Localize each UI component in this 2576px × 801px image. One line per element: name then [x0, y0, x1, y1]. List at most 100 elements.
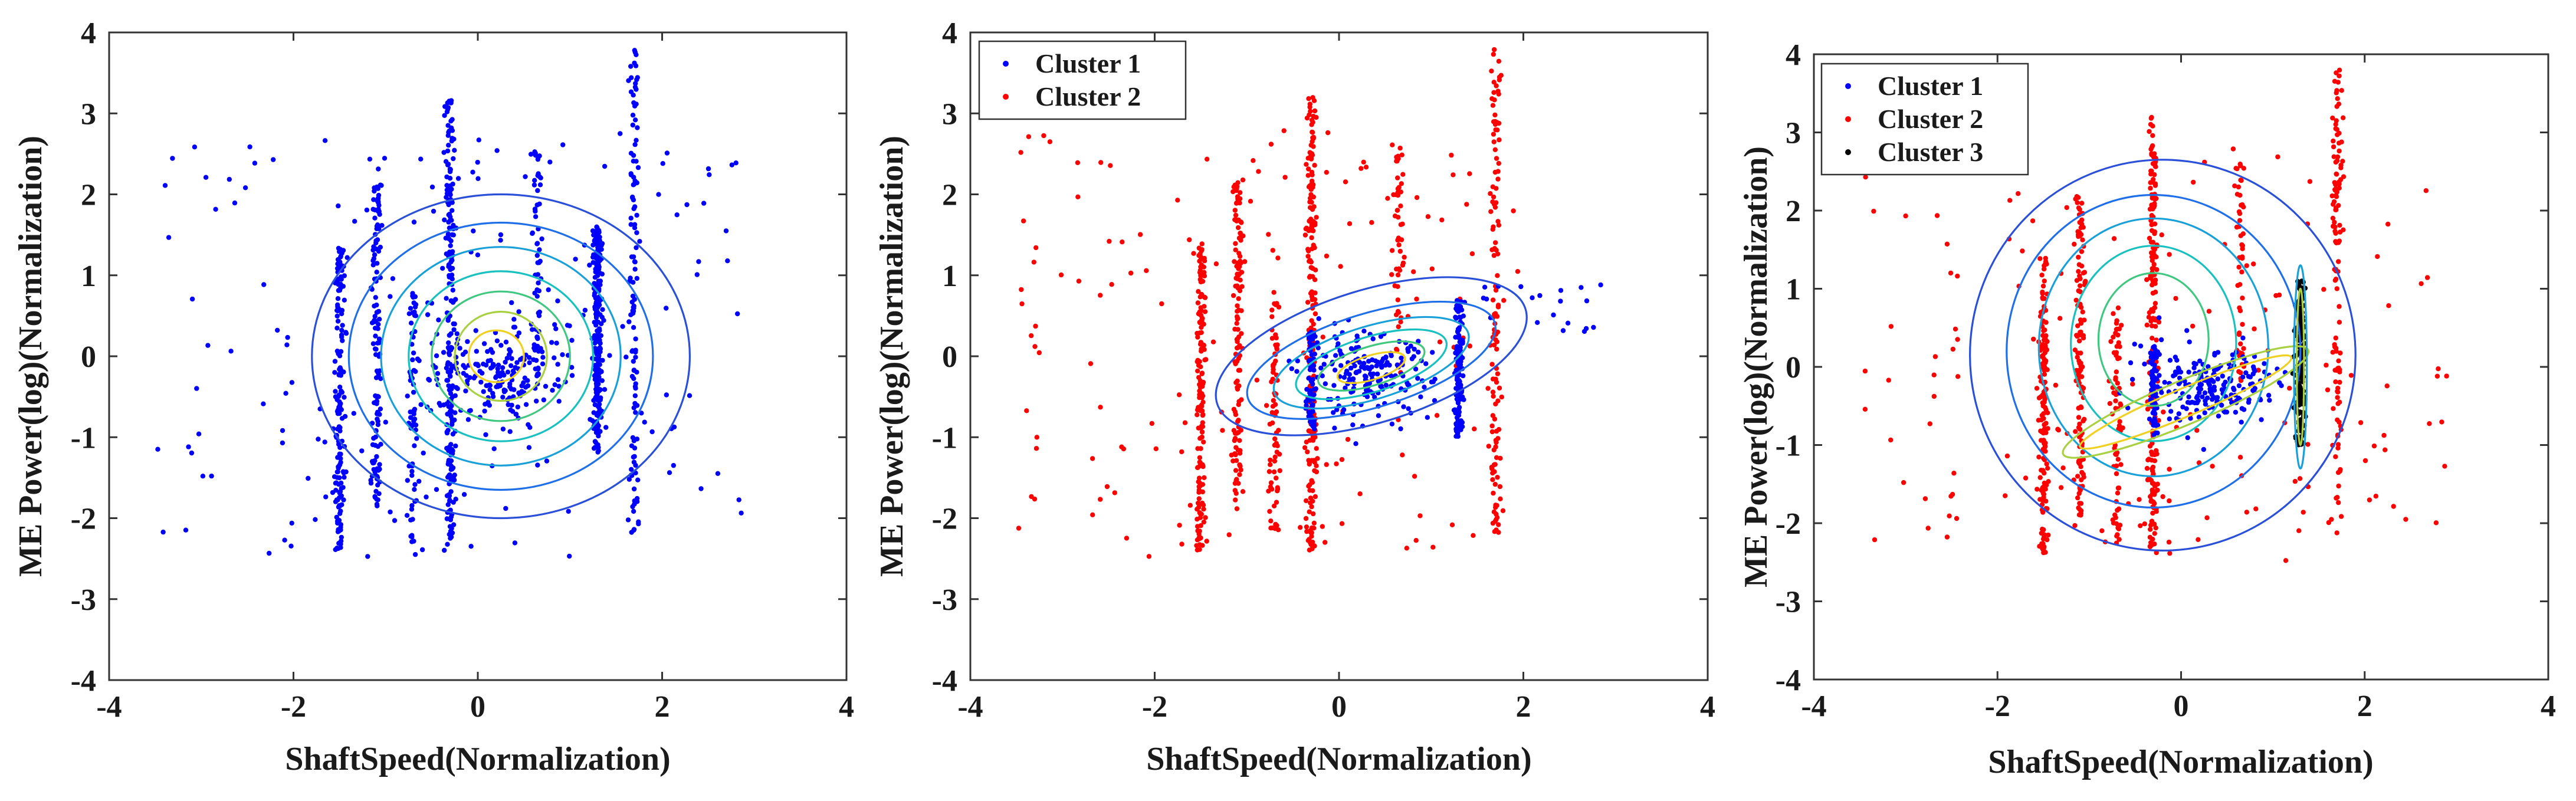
data-point-cluster-1 — [628, 171, 634, 176]
data-point-cluster-2 — [1199, 262, 1205, 268]
data-point-cluster-1 — [449, 419, 455, 425]
data-point-cluster-2 — [2338, 514, 2344, 519]
data-point-cluster-1 — [471, 375, 477, 381]
data-point-cluster-2 — [1179, 449, 1184, 455]
data-point-cluster-1 — [2240, 375, 2246, 380]
data-point-cluster-2 — [1195, 537, 1200, 543]
data-point-cluster-1 — [2186, 369, 2191, 375]
data-point-cluster-2 — [2079, 470, 2085, 475]
data-point-cluster-1 — [452, 147, 457, 153]
data-point-cluster-2 — [2007, 198, 2013, 203]
data-point-cluster-2 — [1398, 203, 1403, 209]
data-point-cluster-2 — [1394, 346, 1399, 352]
data-point-cluster-1 — [416, 358, 422, 363]
data-point-cluster-2 — [2336, 240, 2341, 245]
data-point-cluster-2 — [1490, 389, 1496, 395]
data-point-cluster-1 — [1430, 350, 1435, 355]
data-point-cluster-1 — [715, 471, 721, 476]
data-point-cluster-2 — [1275, 342, 1280, 347]
data-point-cluster-2 — [2334, 118, 2339, 123]
data-point-cluster-1 — [632, 222, 638, 227]
data-point-cluster-2 — [1491, 447, 1497, 452]
data-point-cluster-1 — [631, 508, 636, 514]
data-point-cluster-2 — [1397, 248, 1403, 254]
data-point-cluster-1 — [1537, 293, 1543, 298]
data-point-cluster-1 — [2132, 342, 2137, 347]
data-point-cluster-1 — [448, 390, 454, 396]
data-point-cluster-1 — [674, 212, 680, 218]
data-point-cluster-2 — [1235, 336, 1241, 342]
data-point-cluster-2 — [1309, 504, 1314, 510]
data-point-cluster-1 — [488, 365, 494, 371]
data-point-cluster-1 — [2195, 393, 2200, 399]
data-point-cluster-2 — [1901, 480, 1906, 485]
data-point-cluster-1 — [531, 182, 537, 188]
data-point-cluster-1 — [450, 383, 455, 389]
data-point-cluster-2 — [2150, 452, 2155, 457]
data-point-cluster-2 — [2079, 217, 2085, 222]
data-point-cluster-2 — [2240, 321, 2245, 327]
data-point-cluster-2 — [1934, 213, 1940, 218]
data-point-cluster-2 — [2152, 531, 2157, 536]
data-point-cluster-2 — [1268, 142, 1274, 147]
data-point-cluster-1 — [447, 99, 452, 104]
data-point-cluster-2 — [1197, 455, 1203, 461]
data-point-cluster-2 — [2079, 249, 2085, 254]
data-point-cluster-2 — [1274, 335, 1279, 341]
data-point-cluster-2 — [2148, 146, 2154, 152]
data-point-cluster-2 — [1309, 294, 1315, 299]
data-point-cluster-2 — [1270, 525, 1275, 531]
data-point-cluster-1 — [1455, 400, 1461, 406]
data-point-cluster-1 — [596, 258, 601, 264]
data-point-cluster-1 — [1312, 334, 1318, 339]
data-point-cluster-2 — [1493, 438, 1499, 443]
data-point-cluster-2 — [2436, 366, 2441, 372]
data-point-cluster-2 — [1236, 296, 1241, 301]
data-point-cluster-2 — [1238, 258, 1243, 264]
data-point-cluster-2 — [2030, 218, 2036, 224]
data-point-cluster-1 — [2150, 393, 2155, 398]
data-point-cluster-2 — [2115, 457, 2121, 462]
data-point-cluster-2 — [2335, 132, 2340, 137]
data-point-cluster-2 — [1274, 500, 1279, 505]
data-point-cluster-1 — [2196, 415, 2202, 420]
y-tick-label: 2 — [942, 179, 957, 212]
data-point-cluster-2 — [1397, 145, 1403, 151]
data-point-cluster-1 — [392, 518, 398, 523]
data-point-cluster-2 — [2107, 400, 2112, 406]
data-point-cluster-1 — [634, 245, 639, 251]
data-point-cluster-2 — [1306, 184, 1312, 189]
data-point-cluster-2 — [2152, 541, 2157, 547]
data-point-cluster-2 — [2237, 455, 2243, 460]
data-point-cluster-1 — [209, 473, 214, 479]
data-point-cluster-2 — [1177, 523, 1182, 528]
data-point-cluster-1 — [334, 469, 340, 475]
data-point-cluster-1 — [573, 257, 578, 262]
data-point-cluster-1 — [544, 458, 550, 464]
data-point-cluster-2 — [2137, 497, 2142, 502]
data-point-cluster-1 — [569, 373, 575, 378]
data-point-cluster-2 — [2336, 259, 2341, 264]
data-point-cluster-1 — [373, 375, 379, 380]
data-point-cluster-1 — [633, 81, 638, 86]
data-point-cluster-2 — [2167, 252, 2172, 257]
data-point-cluster-2 — [2150, 487, 2155, 493]
data-point-cluster-2 — [2034, 487, 2040, 492]
data-point-cluster-2 — [2148, 185, 2153, 191]
data-point-cluster-1 — [530, 327, 535, 332]
data-point-cluster-2 — [1310, 435, 1316, 440]
data-point-cluster-2 — [1203, 515, 1208, 520]
data-point-cluster-2 — [2118, 462, 2124, 467]
data-point-cluster-2 — [2120, 425, 2125, 431]
data-point-cluster-2 — [2144, 322, 2150, 328]
data-point-cluster-1 — [232, 200, 238, 206]
data-point-cluster-1 — [409, 503, 415, 508]
data-point-cluster-1 — [664, 392, 670, 398]
data-point-cluster-2 — [1496, 530, 1501, 535]
data-point-cluster-1 — [1530, 295, 1535, 300]
data-point-cluster-2 — [1903, 213, 1908, 219]
data-point-cluster-2 — [2075, 495, 2081, 501]
data-point-cluster-2 — [2150, 510, 2155, 516]
data-point-cluster-2 — [1237, 472, 1242, 477]
data-point-cluster-1 — [1374, 363, 1379, 369]
